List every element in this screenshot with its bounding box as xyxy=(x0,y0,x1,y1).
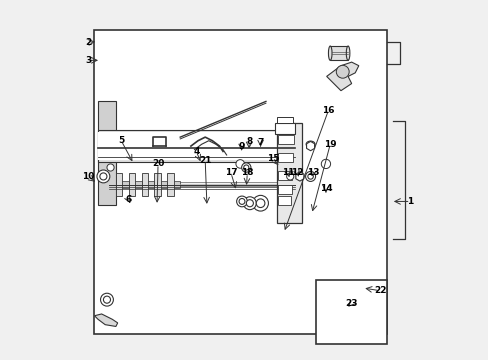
Text: 12: 12 xyxy=(290,168,303,177)
Text: 20: 20 xyxy=(152,159,164,168)
Bar xyxy=(148,181,154,188)
Bar xyxy=(135,181,142,188)
Polygon shape xyxy=(98,102,116,205)
Circle shape xyxy=(236,196,247,207)
Text: 21: 21 xyxy=(199,156,211,165)
Circle shape xyxy=(101,293,113,306)
Text: 17: 17 xyxy=(224,168,237,177)
Circle shape xyxy=(256,199,264,208)
Text: 5: 5 xyxy=(118,136,124,145)
Text: 9: 9 xyxy=(238,141,244,150)
Polygon shape xyxy=(326,62,358,91)
Circle shape xyxy=(305,171,315,181)
Bar xyxy=(173,181,180,188)
Bar xyxy=(161,181,167,188)
Bar xyxy=(276,117,292,123)
Text: 15: 15 xyxy=(266,154,279,163)
Bar xyxy=(277,185,291,194)
Text: 8: 8 xyxy=(245,137,252,146)
Bar xyxy=(277,153,292,162)
Text: 13: 13 xyxy=(306,168,319,177)
Text: 22: 22 xyxy=(373,286,386,295)
Text: 14: 14 xyxy=(319,184,331,193)
Polygon shape xyxy=(94,314,118,327)
Circle shape xyxy=(243,165,248,170)
Polygon shape xyxy=(306,141,314,151)
Bar xyxy=(277,196,290,205)
Bar xyxy=(276,123,301,223)
Bar xyxy=(122,181,128,188)
Text: 23: 23 xyxy=(345,299,357,308)
Text: 11: 11 xyxy=(281,168,294,177)
Text: 10: 10 xyxy=(82,172,94,181)
Ellipse shape xyxy=(305,141,314,148)
Bar xyxy=(94,30,386,334)
Ellipse shape xyxy=(328,46,331,60)
Text: 6: 6 xyxy=(125,195,131,204)
Circle shape xyxy=(243,197,256,210)
Circle shape xyxy=(246,200,253,207)
Bar xyxy=(116,173,122,196)
Bar xyxy=(128,173,135,196)
Bar xyxy=(315,280,386,344)
Ellipse shape xyxy=(346,46,349,60)
Polygon shape xyxy=(295,172,303,181)
Text: 2: 2 xyxy=(85,38,91,47)
Circle shape xyxy=(336,65,348,78)
Bar xyxy=(274,123,294,134)
Circle shape xyxy=(97,170,110,183)
Text: 4: 4 xyxy=(193,147,199,156)
Circle shape xyxy=(252,195,268,211)
Bar xyxy=(167,173,173,196)
Circle shape xyxy=(235,159,244,168)
Circle shape xyxy=(307,174,313,179)
Circle shape xyxy=(100,173,107,180)
Circle shape xyxy=(321,159,330,168)
Text: 3: 3 xyxy=(85,56,91,65)
Text: 19: 19 xyxy=(323,140,336,149)
Circle shape xyxy=(239,198,244,204)
Circle shape xyxy=(103,296,110,303)
Bar xyxy=(277,135,293,144)
Bar xyxy=(277,171,292,180)
Bar xyxy=(98,132,294,160)
Text: 16: 16 xyxy=(322,106,334,115)
Bar xyxy=(98,130,294,162)
Bar xyxy=(329,46,347,60)
Circle shape xyxy=(241,163,250,172)
Bar xyxy=(154,173,161,196)
Circle shape xyxy=(286,173,293,180)
Bar xyxy=(142,173,148,196)
Circle shape xyxy=(107,164,114,171)
Text: 1: 1 xyxy=(407,197,413,206)
Text: 7: 7 xyxy=(257,138,263,147)
Text: 18: 18 xyxy=(241,168,253,177)
